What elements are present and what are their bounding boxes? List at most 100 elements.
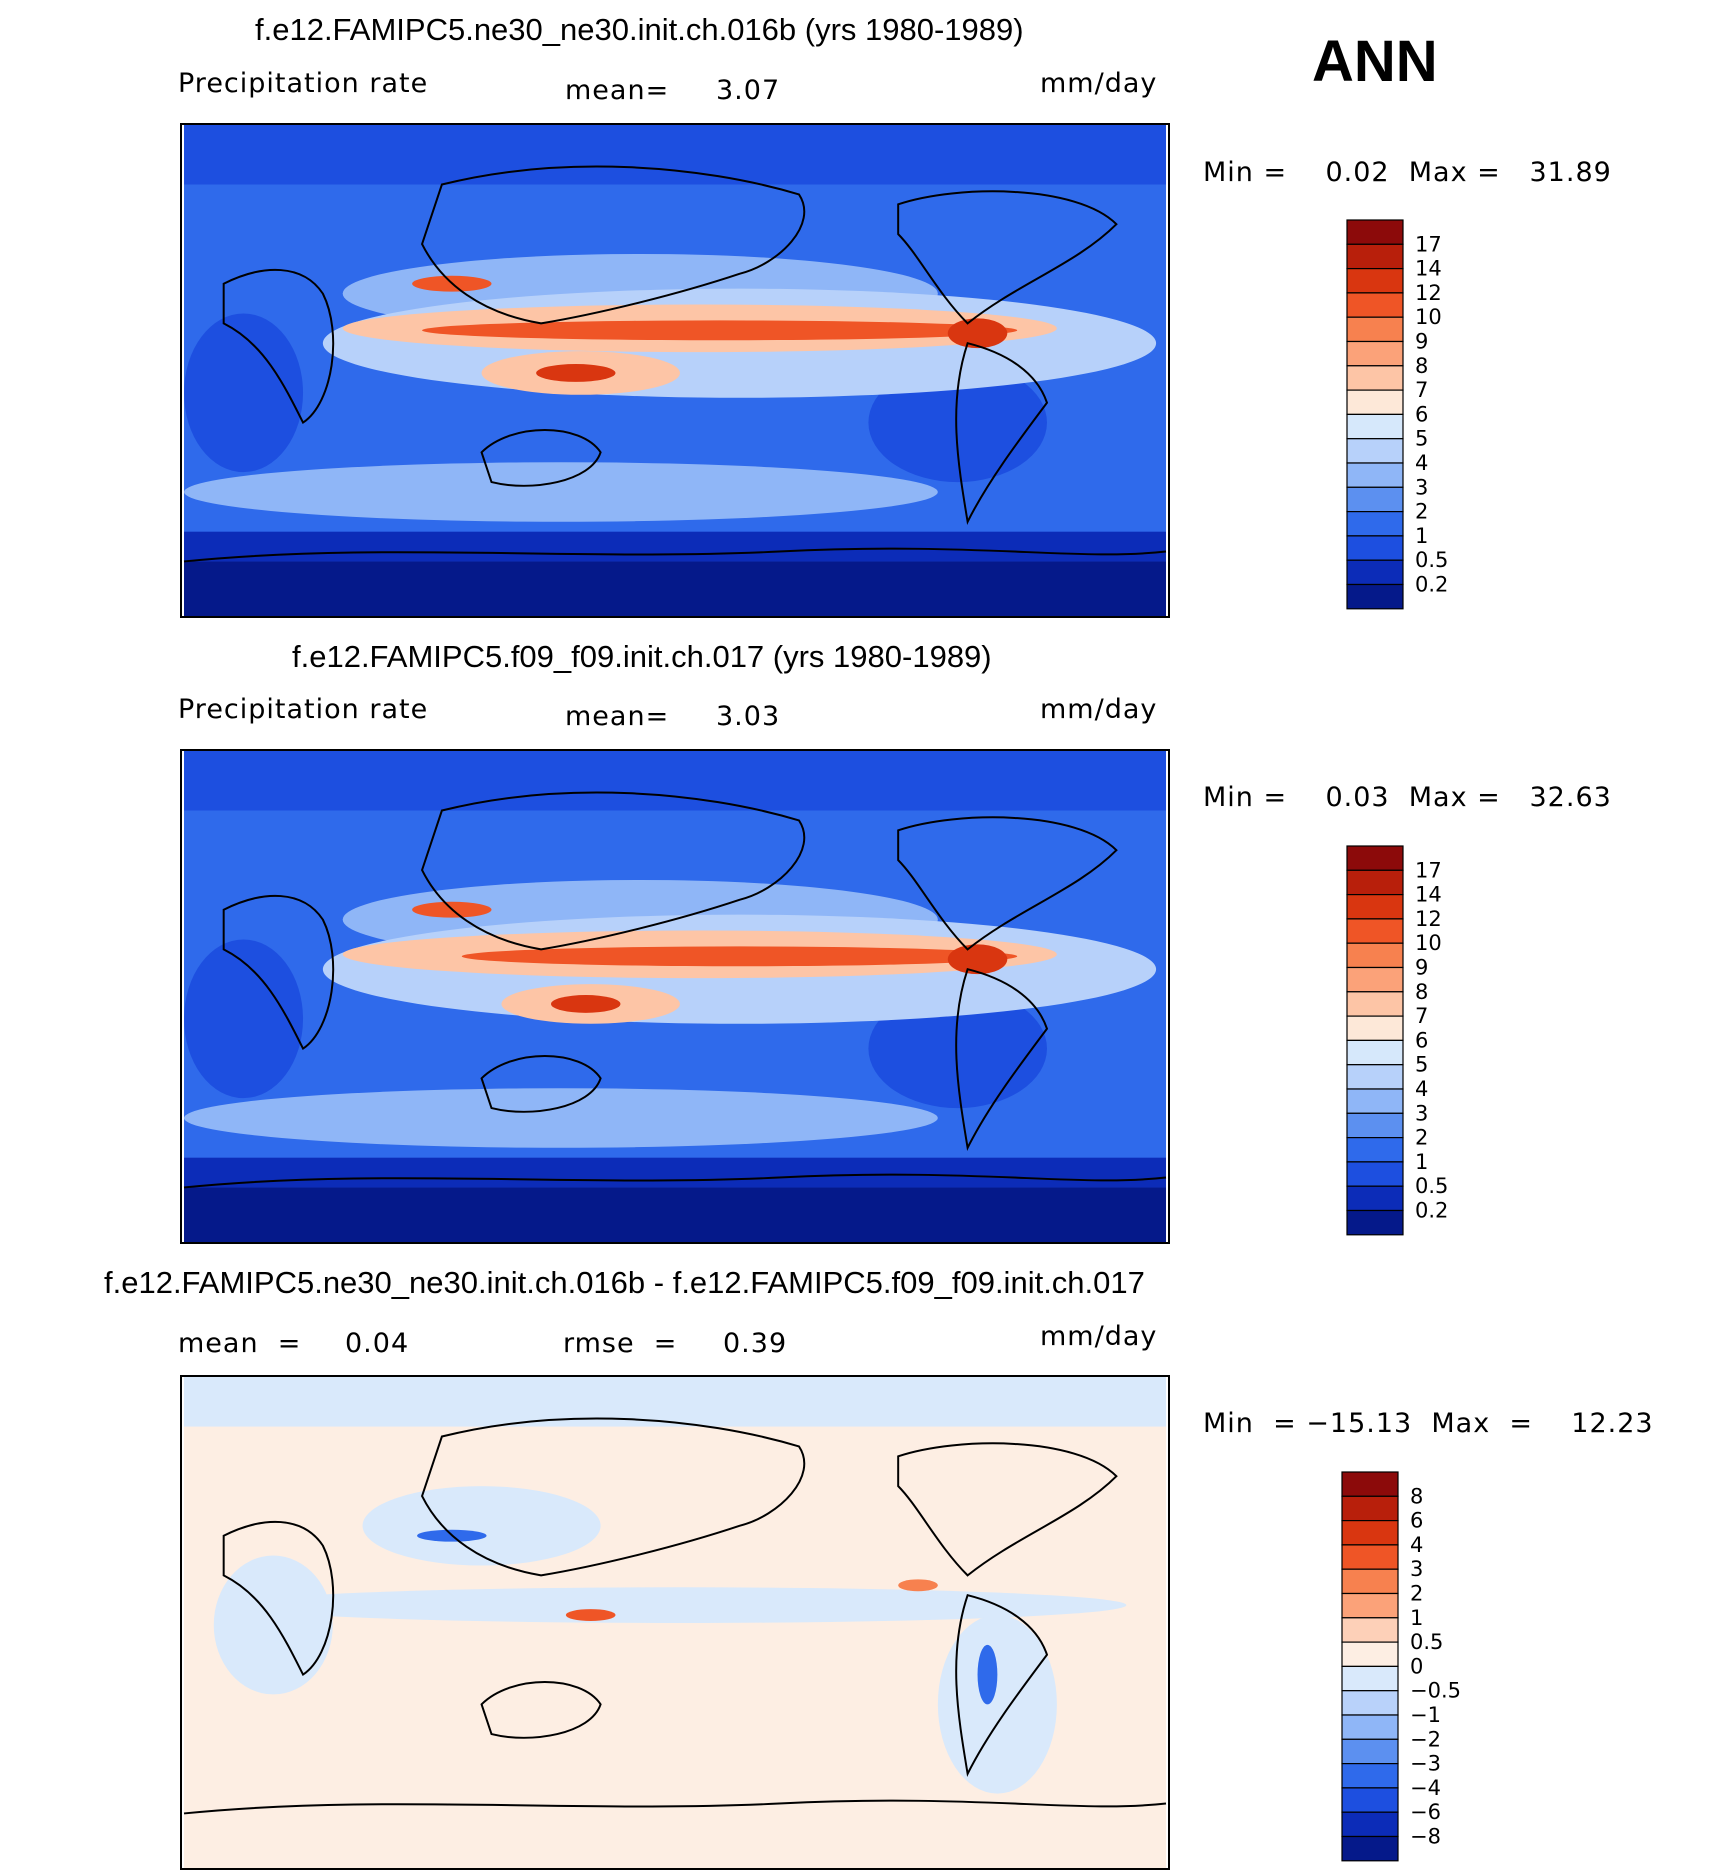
colorbar-tick-label: 7 [1415,378,1428,402]
colorbar-tick-label: 2 [1415,1126,1428,1150]
colorbar-swatch [1341,1763,1399,1789]
colorbar-swatch [1346,292,1404,318]
colorbar-swatch [1341,1787,1399,1813]
season-label: ANN [1312,29,1438,94]
colorbar-swatch [1341,1495,1399,1522]
colorbar-swatch [1341,1835,1399,1862]
colorbar-swatch [1346,1015,1404,1042]
panel-bottom-mean-label: mean = [178,1328,302,1359]
colorbar-swatch [1341,1714,1399,1740]
colorbar-swatch [1341,1544,1399,1570]
panel-top-colorbar-swatches [1346,219,1404,610]
colorbar-tick-label: 9 [1415,330,1428,354]
colorbar-tick-label: 4 [1415,1077,1428,1101]
colorbar-swatch [1346,583,1404,610]
colorbar-tick-label: 1 [1415,524,1428,548]
colorbar-swatch [1346,1185,1404,1212]
colorbar-tick-label: 1 [1410,1606,1423,1630]
panel-top-minmax: Min = 0.02 Max = 31.89 [1203,157,1612,188]
colorbar-tick-label: 0 [1410,1654,1423,1678]
colorbar-tick-label: −0.5 [1410,1679,1461,1703]
panel-top-title: f.e12.FAMIPC5.ne30_ne30.init.ch.016b (yr… [255,12,1024,47]
colorbar-tick-label: 8 [1415,980,1428,1004]
colorbar-tick-label: 8 [1410,1484,1423,1508]
colorbar-swatch [1346,243,1404,270]
colorbar-swatch [1341,1690,1399,1716]
panel-bottom-units: mm/day [1040,1321,1158,1352]
colorbar-tick-label: −1 [1410,1703,1441,1727]
colorbar-tick-label: 0.2 [1415,573,1448,597]
colorbar-swatch [1346,1137,1404,1163]
colorbar-swatch [1346,1112,1404,1139]
colorbar-tick-label: 14 [1415,257,1442,281]
panel-top-variable: Precipitation rate [178,68,429,99]
colorbar-tick-label: 4 [1410,1533,1423,1557]
panel-bottom-map [180,1375,1170,1870]
colorbar-tick-label: 5 [1415,1053,1428,1077]
panel-top-units: mm/day [1040,68,1158,99]
colorbar-swatch [1341,1471,1399,1497]
colorbar-tick-label: 1 [1415,1150,1428,1174]
colorbar-tick-label: 14 [1415,883,1442,907]
colorbar-tick-label: −3 [1410,1752,1441,1776]
colorbar-tick-label: −8 [1410,1825,1441,1849]
colorbar-swatch [1346,991,1404,1017]
colorbar-swatch [1346,1064,1404,1090]
colorbar-tick-label: 3 [1415,1101,1428,1125]
colorbar-swatch [1346,267,1404,294]
colorbar-swatch [1346,511,1404,537]
panel-middle-mean-value: 3.03 [716,701,781,732]
colorbar-tick-label: 10 [1415,931,1442,955]
colorbar-tick-label: 6 [1415,402,1428,426]
colorbar-swatch [1341,1641,1399,1668]
colorbar-swatch [1346,559,1404,586]
colorbar-swatch [1341,1592,1399,1619]
colorbar-swatch [1341,1738,1399,1765]
colorbar-swatch [1346,219,1404,245]
colorbar-tick-label: 8 [1415,354,1428,378]
panel-top-mean-label: mean= [565,75,670,106]
panel-bottom-minmax: Min = −15.13 Max = 12.23 [1203,1408,1654,1439]
colorbar-swatch [1346,966,1404,993]
colorbar-swatch [1346,1209,1404,1236]
panel-bottom-mean-value: 0.04 [345,1328,410,1359]
panel-bottom-title: f.e12.FAMIPC5.ne30_ne30.init.ch.016b - f… [104,1265,1145,1300]
colorbar-swatch [1346,845,1404,871]
colorbar-swatch [1346,1039,1404,1066]
colorbar-tick-label: 10 [1415,305,1442,329]
colorbar-swatch [1346,893,1404,920]
colorbar-tick-label: 0.2 [1415,1199,1448,1223]
colorbar-tick-label: 0.5 [1415,548,1448,572]
colorbar-tick-label: 0.5 [1415,1174,1448,1198]
colorbar-swatch [1346,340,1404,367]
colorbar-swatch [1341,1568,1399,1595]
panel-middle-colorbar-swatches [1346,845,1404,1236]
colorbar-tick-label: 12 [1415,907,1442,931]
colorbar-tick-label: −2 [1410,1727,1441,1751]
colorbar-swatch [1346,869,1404,896]
colorbar-tick-label: −6 [1410,1800,1441,1824]
colorbar-tick-label: 17 [1415,858,1442,882]
colorbar-tick-label: 7 [1415,1004,1428,1028]
colorbar-tick-label: 6 [1415,1028,1428,1052]
colorbar-swatch [1346,389,1404,416]
colorbar-tick-label: 12 [1415,281,1442,305]
colorbar-tick-label: 2 [1415,500,1428,524]
panel-middle-variable: Precipitation rate [178,694,429,725]
panel-middle-mean-label: mean= [565,701,670,732]
panel-middle-units: mm/day [1040,694,1158,725]
colorbar-swatch [1346,413,1404,440]
colorbar-swatch [1341,1811,1399,1838]
colorbar-tick-label: 3 [1415,475,1428,499]
panel-middle-minmax: Min = 0.03 Max = 32.63 [1203,782,1612,813]
panel-middle-map [180,749,1170,1244]
colorbar-swatch [1346,1161,1404,1187]
colorbar-tick-label: 4 [1415,451,1428,475]
colorbar-swatch [1346,486,1404,513]
panel-bottom-colorbar-swatches [1341,1471,1399,1862]
colorbar-swatch [1346,462,1404,488]
